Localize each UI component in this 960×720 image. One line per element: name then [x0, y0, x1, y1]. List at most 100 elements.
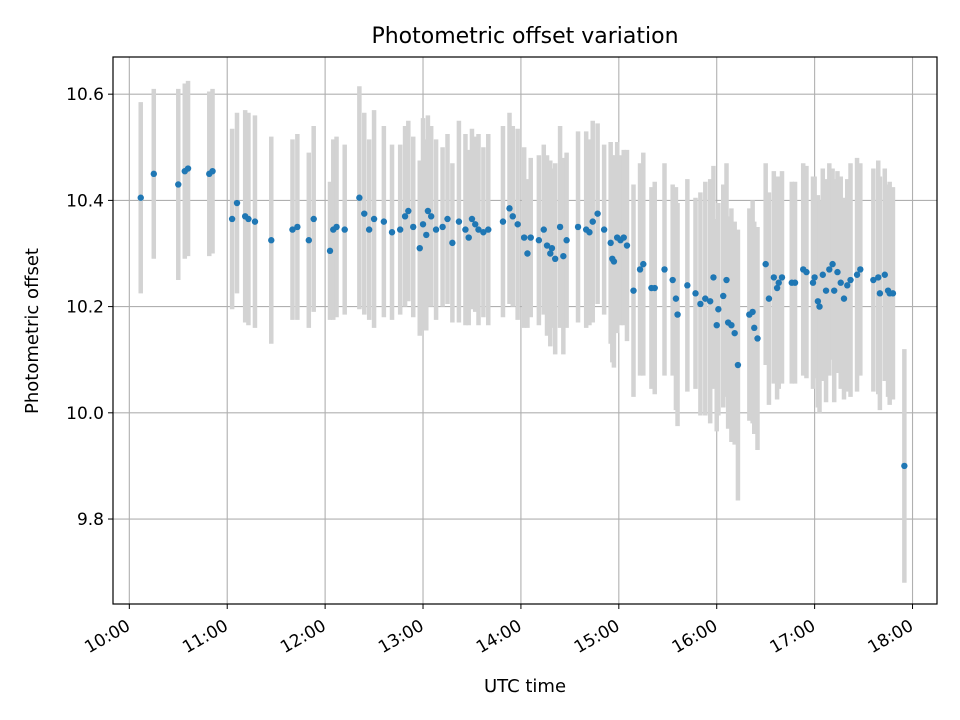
data-point [623, 242, 631, 249]
plot-frame [112, 56, 938, 605]
x-tick-label: 11:00 [179, 616, 231, 658]
data-point [822, 287, 830, 294]
data-point [527, 234, 534, 241]
data-point [485, 226, 492, 233]
data-point [706, 298, 714, 305]
data-point [586, 229, 593, 236]
data-point [380, 218, 388, 225]
data-point [809, 279, 817, 286]
data-point [811, 274, 818, 281]
data-point [251, 218, 259, 225]
data-point [630, 287, 637, 294]
data-point [692, 290, 699, 297]
data-point [674, 311, 681, 318]
data-point [499, 218, 507, 225]
data-point [419, 221, 427, 228]
y-tick-label: 10.0 [66, 404, 104, 424]
data-point [294, 223, 301, 231]
data-point [556, 223, 564, 231]
data-point [396, 226, 404, 233]
data-point [427, 213, 435, 220]
data-point [310, 215, 317, 223]
errorbar-layer [138, 80, 907, 583]
y-tick-label: 9.8 [77, 510, 104, 530]
data-point [589, 218, 596, 225]
data-point [410, 223, 417, 231]
data-point [465, 234, 472, 241]
x-tick-label: 15:00 [571, 616, 623, 658]
data-point [356, 194, 363, 201]
data-point [326, 247, 334, 255]
data-point [731, 329, 738, 337]
data-point [901, 462, 908, 470]
data-point [847, 276, 854, 284]
data-point [514, 221, 521, 228]
data-point [524, 250, 531, 257]
data-point [651, 284, 658, 292]
data-point [840, 295, 848, 302]
data-point [423, 231, 430, 239]
data-point [535, 237, 543, 244]
data-point [640, 260, 647, 268]
x-tick-label: 17:00 [767, 616, 819, 658]
data-point [814, 298, 822, 305]
data-point [468, 215, 476, 223]
x-axis-label: UTC time [484, 676, 566, 697]
x-tick-label: 18:00 [865, 616, 917, 658]
data-point [816, 303, 823, 310]
data-point [509, 213, 516, 220]
data-point [560, 252, 567, 260]
data-point [449, 239, 456, 247]
data-point [775, 279, 782, 286]
data-point [702, 295, 709, 302]
data-point [636, 266, 644, 273]
data-point [889, 290, 897, 297]
data-point [333, 223, 340, 231]
data-point [831, 287, 838, 294]
data-point [209, 167, 216, 175]
data-point [669, 276, 676, 284]
data-point [875, 274, 882, 281]
data-point [361, 210, 368, 217]
data-point [723, 276, 730, 284]
data-point [713, 321, 720, 329]
tick-layer: 10:00 11:00 12:00 13:00 14:00 15:00 16:00 17:00… [66, 85, 917, 658]
data-point [765, 295, 773, 302]
data-point [462, 226, 469, 233]
x-tick-label: 14:00 [473, 616, 525, 658]
data-point [370, 215, 378, 223]
data-point [472, 221, 479, 228]
data-point [697, 300, 704, 308]
data-point [672, 295, 680, 302]
data-point [245, 215, 252, 223]
data-point [444, 215, 451, 223]
data-point [233, 199, 241, 207]
data-point [770, 274, 778, 281]
y-tick-label: 10.4 [66, 191, 104, 211]
data-point [620, 234, 627, 241]
data-point [480, 229, 487, 236]
data-point [175, 181, 182, 188]
data-point [506, 205, 513, 212]
data-point [150, 170, 157, 178]
data-point [857, 266, 864, 273]
data-point [751, 324, 758, 332]
data-point [600, 226, 608, 233]
y-tick-label: 10.6 [66, 85, 104, 105]
data-point [341, 226, 348, 233]
x-tick-label: 13:00 [375, 616, 427, 658]
data-point [305, 237, 313, 244]
data-point [710, 274, 717, 281]
x-tick-label: 16:00 [669, 616, 721, 658]
data-point [475, 226, 482, 233]
data-point [365, 226, 373, 233]
data-point [762, 260, 769, 268]
data-point [607, 239, 614, 247]
data-point [455, 218, 463, 225]
data-point [543, 242, 551, 249]
data-point [289, 226, 296, 233]
data-point [388, 229, 396, 236]
data-point [853, 271, 861, 278]
data-point [439, 223, 446, 231]
